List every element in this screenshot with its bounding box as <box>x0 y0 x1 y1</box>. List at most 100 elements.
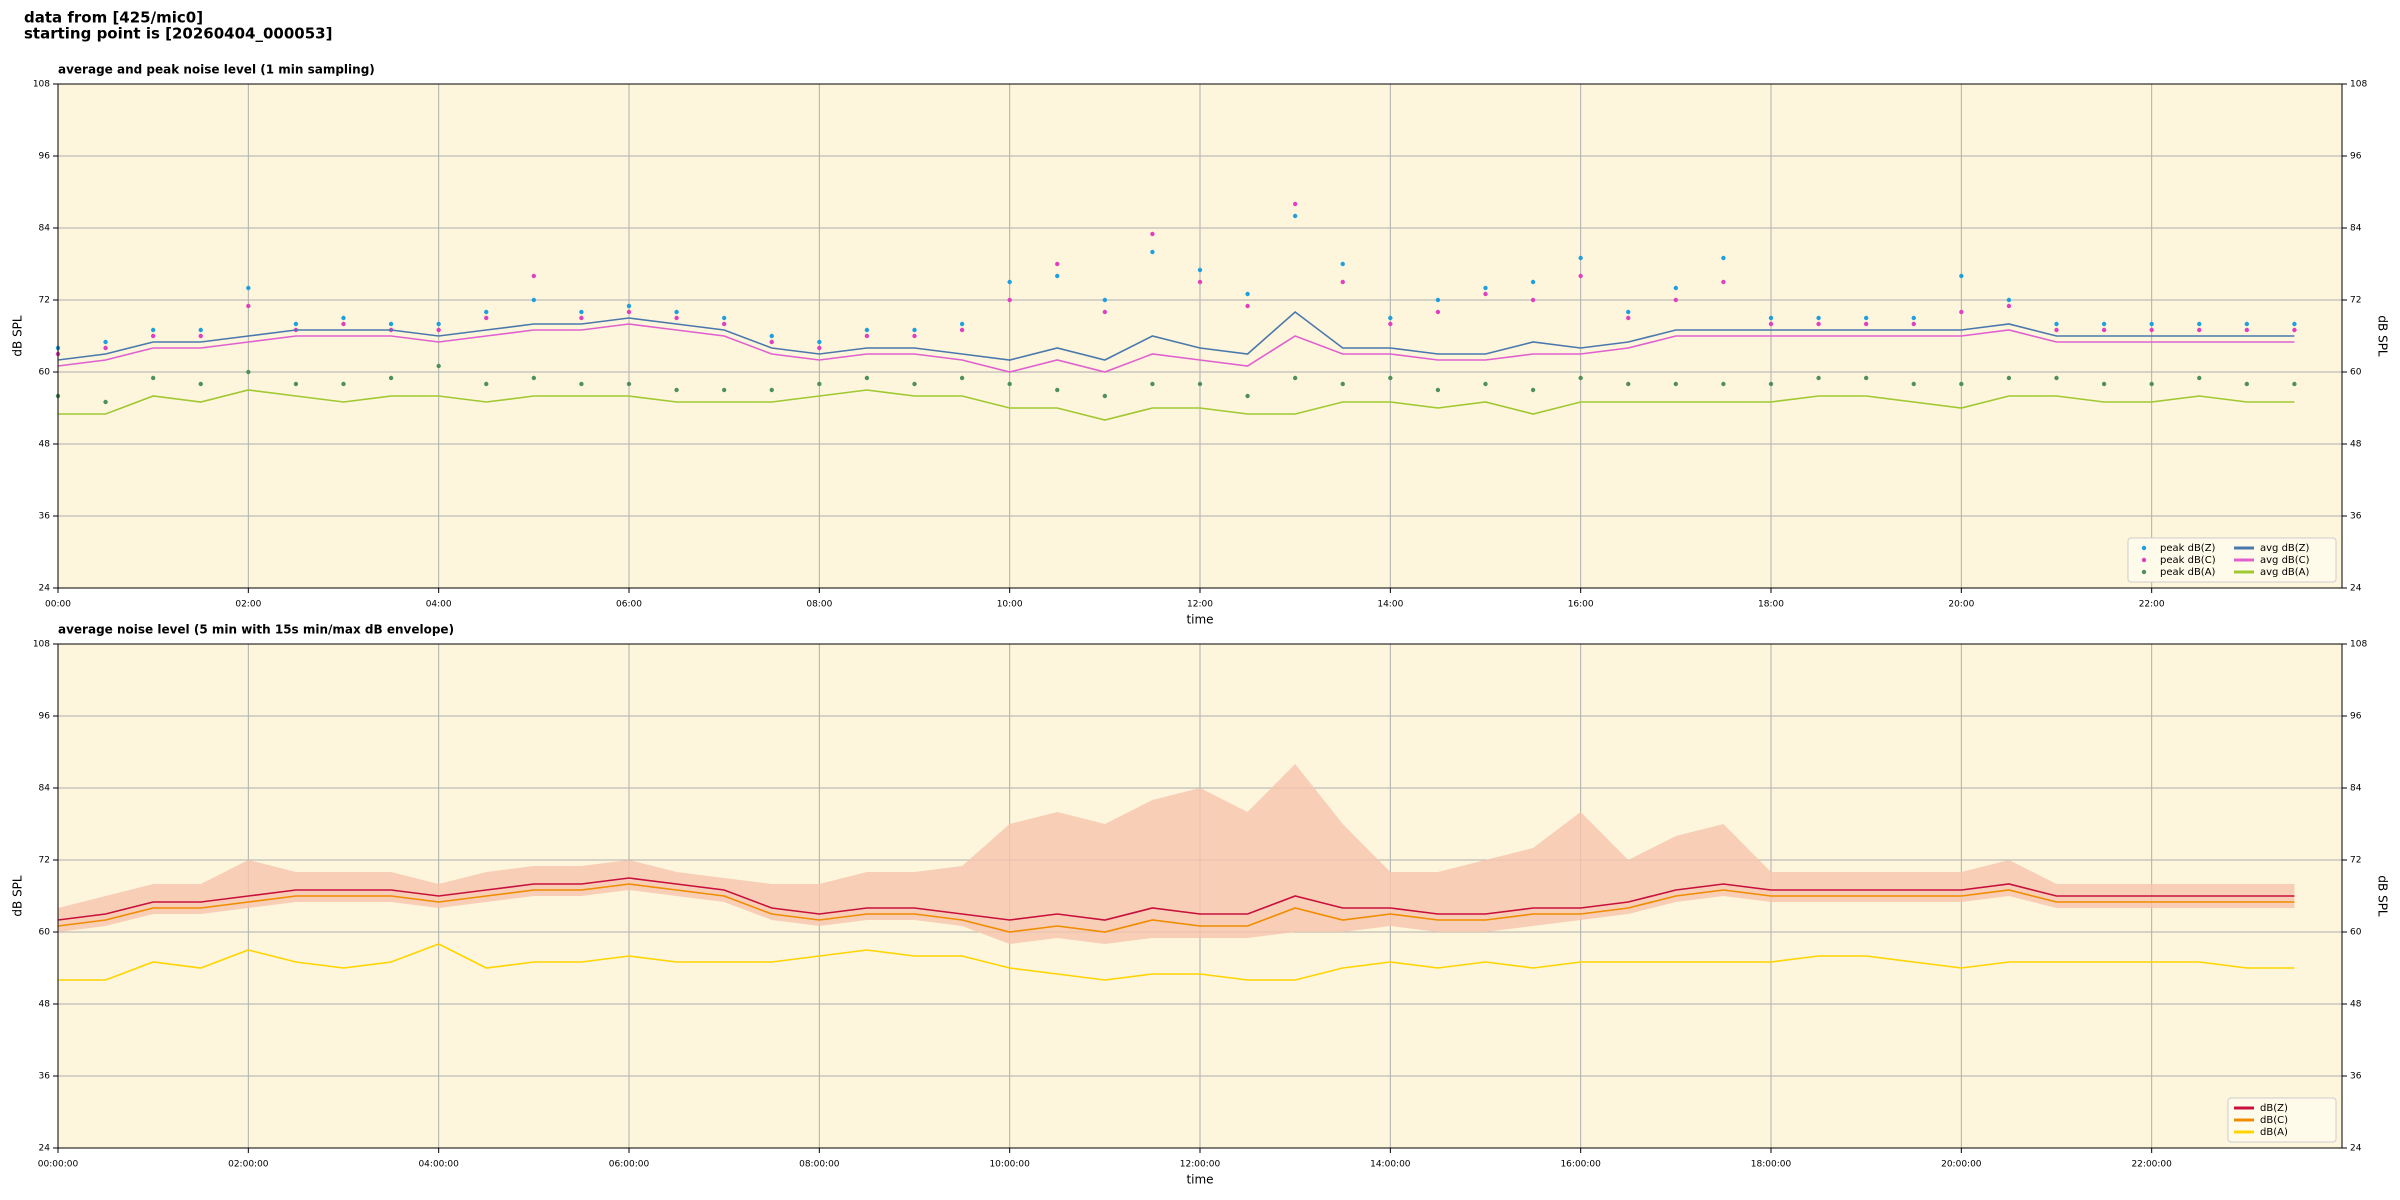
peak-point <box>1150 231 1155 237</box>
peak-point <box>150 375 156 381</box>
peak-point <box>1863 315 1869 321</box>
peak-point <box>484 315 489 321</box>
peak-point <box>1292 213 1298 219</box>
peak-point <box>1483 285 1488 291</box>
peak-point <box>1816 321 1821 327</box>
peak-point <box>579 381 584 387</box>
peak-point <box>531 375 537 381</box>
plot-frame <box>57 83 2343 589</box>
peak-point <box>1721 255 1726 261</box>
peak-point <box>2292 381 2297 387</box>
x-tick-label: 16:00:00 <box>1560 1160 1601 1170</box>
peak-point <box>341 321 346 327</box>
x-tick-label: 12:00:00 <box>1180 1160 1221 1170</box>
peak-point <box>1007 297 1012 303</box>
peak-point <box>2054 327 2059 333</box>
peak-point <box>1150 249 1155 255</box>
peak-point <box>1816 315 1821 321</box>
x-tick-label: 10:00 <box>997 600 1023 610</box>
y-tick-label: 60 <box>2350 928 2362 938</box>
y-tick-label: 48 <box>39 440 51 450</box>
peak-point <box>1816 375 1821 381</box>
peak-point <box>436 363 441 369</box>
peak-point <box>674 315 679 321</box>
peak-point <box>2197 375 2202 381</box>
peak-point <box>1959 273 1964 279</box>
peak-point <box>1388 321 1393 327</box>
legend-marker <box>2141 545 2147 551</box>
y-tick-label: 108 <box>2350 80 2367 90</box>
peak-point <box>341 381 346 387</box>
peak-point <box>1245 303 1250 309</box>
legend-box <box>2127 537 2337 583</box>
peak-point <box>626 381 632 387</box>
x-tick-label: 04:00 <box>426 600 452 610</box>
peak-point <box>2006 303 2012 309</box>
peak-point <box>1530 387 1536 393</box>
peak-point <box>198 333 203 339</box>
peak-point <box>2149 327 2154 333</box>
x-tick-label: 14:00 <box>1377 600 1403 610</box>
y-tick-label: 84 <box>2350 784 2362 794</box>
peak-point <box>2101 381 2107 387</box>
plot-frame <box>57 643 2343 1149</box>
legend-marker <box>2141 569 2147 575</box>
peak-point <box>1007 381 1012 387</box>
peak-point <box>1292 375 1298 381</box>
x-tick-label: 16:00 <box>1568 600 1594 610</box>
peak-point <box>293 321 299 327</box>
peak-point <box>388 375 394 381</box>
x-tick-label: 14:00:00 <box>1370 1160 1411 1170</box>
x-tick-label: 00:00:00 <box>38 1160 79 1170</box>
y-tick-label: 36 <box>2350 512 2362 522</box>
y-tick-label: 108 <box>33 80 50 90</box>
x-tick-label: 20:00:00 <box>1941 1160 1982 1170</box>
peak-point <box>817 339 822 345</box>
peak-point <box>769 387 774 393</box>
peak-point <box>1673 285 1679 291</box>
x-tick-label: 08:00:00 <box>799 1160 840 1170</box>
x-tick-label: 06:00 <box>616 600 642 610</box>
peak-point <box>2244 321 2250 327</box>
peak-point <box>1102 393 1108 399</box>
series-line <box>57 877 2295 921</box>
y-tick-label: 84 <box>39 224 51 234</box>
peak-point <box>2054 321 2059 327</box>
peak-point <box>2292 327 2297 333</box>
y-tick-label: 24 <box>2350 1144 2362 1154</box>
peak-point <box>246 285 251 291</box>
y-tick-label: 84 <box>39 784 51 794</box>
peak-point <box>1435 297 1441 303</box>
peak-point <box>1768 315 1774 321</box>
series-line <box>57 883 2295 933</box>
peak-point <box>246 303 251 309</box>
legend-box <box>2227 1097 2337 1143</box>
peak-point <box>1483 291 1488 297</box>
peak-point <box>1292 201 1298 207</box>
peak-point <box>674 309 679 315</box>
peak-point <box>2197 321 2202 327</box>
peak-point <box>959 327 965 333</box>
x-tick-label: 02:00:00 <box>228 1160 269 1170</box>
y-axis-label: dB SPL <box>11 875 25 917</box>
peak-point <box>1055 273 1060 279</box>
y-tick-label: 24 <box>39 584 51 594</box>
peak-point <box>293 381 299 387</box>
peak-point <box>1483 381 1488 387</box>
peak-point <box>150 327 156 333</box>
peak-point <box>1863 375 1869 381</box>
peak-point <box>1530 297 1536 303</box>
peak-point <box>1197 267 1203 273</box>
peak-point <box>2101 321 2107 327</box>
peak-point <box>531 273 537 279</box>
chart-title: average and peak noise level (1 min samp… <box>58 63 375 77</box>
y-tick-label: 108 <box>2350 640 2367 650</box>
series-line <box>57 323 2295 373</box>
envelope-area <box>58 764 2295 944</box>
peak-point <box>2149 381 2154 387</box>
peak-point <box>864 333 870 339</box>
y-tick-label: 72 <box>39 856 50 866</box>
peak-point <box>1959 381 1964 387</box>
peak-point <box>1340 279 1345 285</box>
peak-point <box>1435 309 1441 315</box>
